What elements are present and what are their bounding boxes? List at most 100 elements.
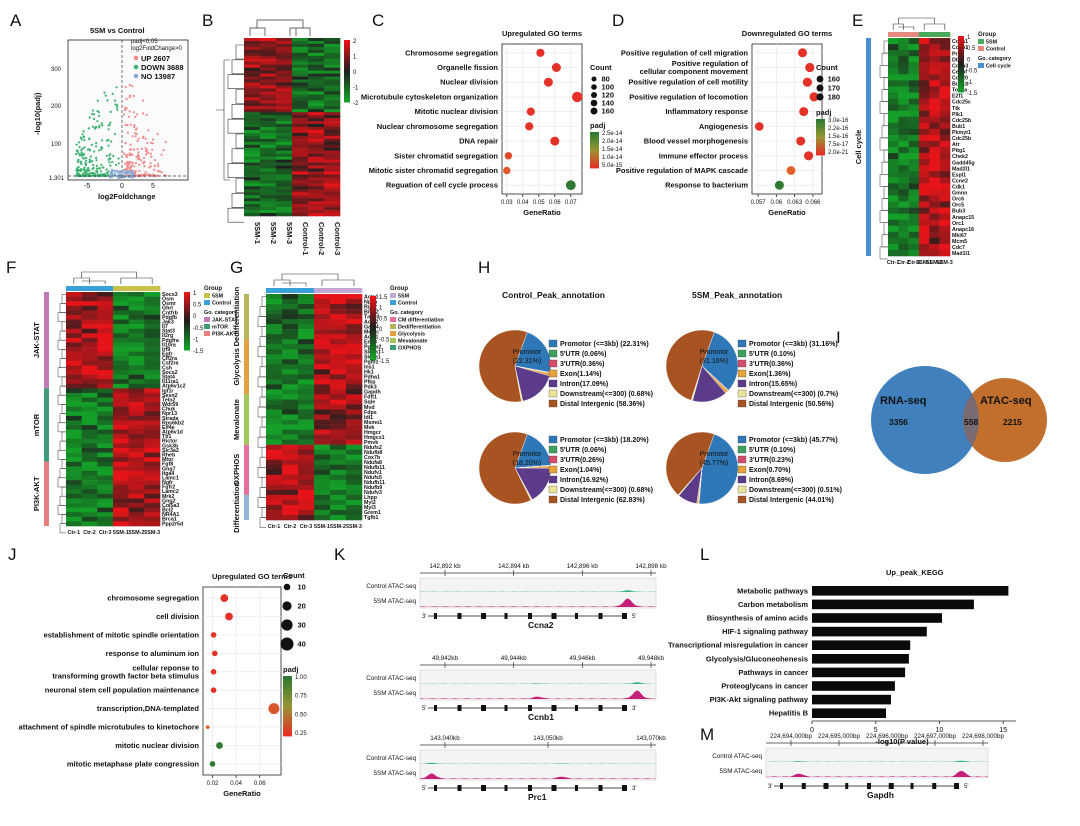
heatF-cell [66,493,82,499]
heatF-cell [144,411,161,417]
heatE-cell [929,140,940,148]
heatF-cell [97,498,114,504]
gene-name: Prc1 [528,792,547,802]
heatG-cell [346,334,363,340]
heatE-gene-label: Ccne2 [952,178,968,184]
gene-end-right: 5' [964,784,968,790]
volcano-point [149,152,152,155]
volcano-xtick-5: 5 [151,183,155,190]
heatmap-b-cell [308,112,325,116]
gene-name: Ccna2 [528,620,554,630]
heatE-cell [898,201,909,208]
heatE-cell [888,231,899,239]
track-panel: 142,892 kb 142,894 kb 142,896 kb 142,898 kb… [366,563,667,630]
heatF-scale-step [184,318,190,322]
heatF-cell [66,305,82,311]
heatmap-b-cell [292,118,309,122]
panel-letter-h: H [478,258,490,277]
heatG-cell [314,379,331,385]
volcano-point [132,161,135,165]
heatF-cell [81,470,98,476]
heatF-gene-label: Il7 [162,324,168,330]
volcano-point [109,164,112,167]
dotJ-frame [202,586,282,776]
heatE-cell [898,92,909,99]
heatG-cell [266,454,283,460]
dotJ-term-label: cellular reponse to [132,663,199,672]
dotJ-dot [210,632,217,638]
heatG-cell [282,394,299,400]
heatG-row-dendrogram [257,296,266,528]
volcano-point [76,171,79,175]
heatF-gene-label: Strada [162,416,179,422]
heatmap-b-cell [324,207,341,211]
heatmap-b-cell [244,159,261,163]
heatF-cell [97,356,114,362]
volcano-point [111,92,114,95]
heatmap-b-scale-bar-step [344,49,350,53]
heatmap-b-cell [244,177,261,181]
heatF-group-cell [66,286,82,291]
heatF-cell [144,337,161,343]
pie-legend-label: Exon(1.04%) [560,467,602,474]
heatmap-b-cell [244,171,261,175]
dotC-term-label: Nuclear chromosome segregation [377,122,499,131]
volcano-point [126,124,129,127]
heatG-cell [266,459,283,465]
dotJ-dot [210,687,217,693]
heatE-cell [929,98,940,105]
pie-legend-label: Distal Intergenic (44.01%) [749,497,834,504]
heatE-cell [919,98,930,105]
panel-letter-b: B [202,11,213,30]
heatG-category-bar [244,444,249,495]
heatF-gene-label: Sesn2 [162,393,178,399]
volcano-point [81,133,84,136]
heatG-scale-step [370,334,376,339]
heatF-cell [81,457,98,463]
heatG-cell [266,404,283,410]
heatG-cell [346,299,363,305]
heatE-cell [898,134,909,142]
heatF-cell [97,337,114,343]
track-coord-label: 224,695,000bp [818,733,861,740]
heatmap-b-cell [308,79,325,83]
heatE-cell [898,38,909,45]
heatE-col-label: 5SM-2 [927,260,943,266]
heatmap-b-cell [276,49,293,54]
heatE-gene-label: Anapc15 [952,215,974,221]
kegg-category-label: Carbon metabolism [738,600,808,609]
heatmap-b-cell [292,147,309,152]
heatmap-b-cell [292,115,309,119]
heatF-cell [97,438,114,444]
heatmap-b-cell [308,67,325,71]
heatmap-b-cell [260,38,277,42]
heatE-scale-step [958,55,964,59]
heatmap-b-cell [276,144,293,149]
heatF-cell [144,420,161,426]
pie-chart: Promotor(18.20%)Promotor (<=3kb) (18.20%… [478,431,653,505]
heatE-cell [939,207,951,214]
heatG-cell [330,484,347,491]
volcano-point [158,170,161,173]
volcano-point [81,157,84,160]
volcano-xlabel: log2Foldchange [98,192,156,201]
heatE-cell [888,140,899,148]
heatmap-b-cell [276,207,293,211]
heatE-cell [888,237,899,245]
kegg-bar [812,694,891,705]
heatG-cell [282,515,299,521]
dotJ-xtick-label: 0.02 [207,781,219,787]
heatE-scale-step [958,69,964,73]
heatE-scale-step [958,58,964,62]
volcano-legend-title: padj<0.05 [131,39,158,45]
heatE-group-item: Control [986,47,1006,53]
heatG-cell [298,299,315,305]
volcano-point [149,165,152,168]
heatF-cell [81,521,98,527]
dotD-dot [786,166,796,175]
heatmap-b-cell [292,70,309,74]
dotJ-color-step [283,687,292,692]
heatE-cell [908,177,920,184]
heatE-cell [919,128,930,136]
heatG-gene-label: Fdft1 [364,395,377,401]
